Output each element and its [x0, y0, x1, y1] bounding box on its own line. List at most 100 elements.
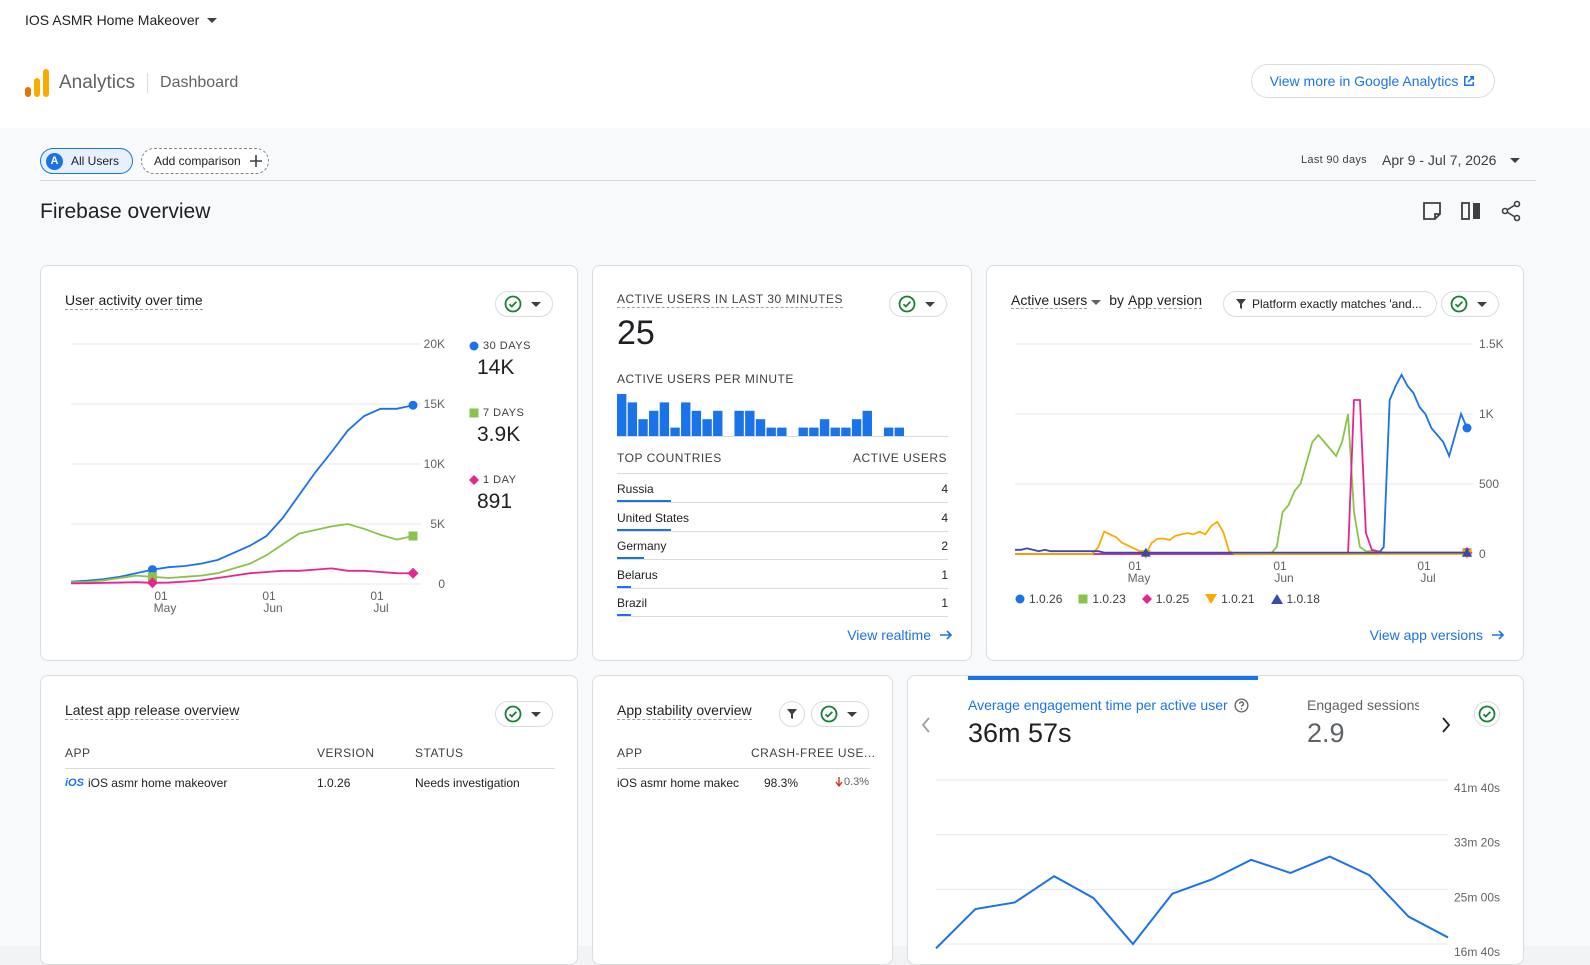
x-tick-label: May	[1128, 571, 1151, 585]
series-end-point	[408, 400, 418, 410]
bar[interactable]	[691, 410, 702, 436]
filter-button[interactable]	[779, 701, 805, 727]
bar[interactable]	[734, 410, 744, 436]
country-row[interactable]: Germany 2	[617, 531, 948, 561]
divider	[617, 473, 948, 474]
bar[interactable]	[862, 410, 872, 436]
bar[interactable]	[702, 419, 712, 436]
data-quality-menu[interactable]	[495, 291, 553, 317]
view-app-versions-link[interactable]: View app versions	[1370, 627, 1505, 643]
series-point	[147, 572, 157, 582]
country-row[interactable]: United States 4	[617, 503, 948, 532]
view-realtime-link[interactable]: View realtime	[847, 627, 953, 643]
bar[interactable]	[798, 427, 808, 436]
country-row[interactable]: Belarus 1	[617, 560, 948, 589]
all-users-chip[interactable]: A All Users	[40, 148, 133, 174]
bar[interactable]	[766, 427, 776, 436]
legend-item-1-0-25: 1.0.25	[1141, 592, 1189, 606]
column-header-status: STATUS	[415, 746, 464, 760]
metric-tab-engaged-sessions[interactable]: Engaged sessions p	[1307, 697, 1419, 713]
bar[interactable]	[627, 402, 638, 436]
bar[interactable]	[851, 419, 862, 436]
data-quality-menu[interactable]	[1441, 291, 1499, 317]
project-selector[interactable]: IOS ASMR Home Makeover	[25, 12, 218, 28]
bar[interactable]	[745, 410, 755, 436]
engagement-chart: 41m 40s 33m 20s 25m 00s 16m 40s	[935, 779, 1500, 959]
compare-view-icon[interactable]	[1460, 200, 1482, 222]
filter-icon	[787, 709, 797, 719]
y-tick-label: 15K	[424, 397, 445, 411]
bar[interactable]	[617, 394, 627, 436]
bar[interactable]	[670, 427, 680, 436]
bar[interactable]	[809, 427, 819, 436]
triangle-up-marker-icon	[1270, 594, 1283, 604]
data-quality-menu[interactable]	[811, 701, 869, 727]
divider	[40, 180, 1536, 181]
series-line	[70, 523, 414, 584]
series-point	[1140, 547, 1151, 557]
country-row[interactable]: Brazil 1	[617, 588, 948, 618]
legend-label: 1.0.18	[1286, 592, 1320, 606]
series-line	[1015, 399, 1467, 555]
date-range-value: Apr 9 - Jul 7, 2026	[1382, 152, 1497, 168]
release-row-app[interactable]: iOS iOS asmr home makeover	[65, 776, 227, 790]
chevron-left-icon[interactable]	[920, 716, 932, 734]
card-title[interactable]: User activity over time	[65, 292, 203, 310]
bar[interactable]	[681, 402, 691, 436]
chevron-down-icon	[925, 301, 935, 307]
filter-chip[interactable]: Platform exactly matches 'and...	[1223, 291, 1437, 317]
legend-label: 1 DAY	[483, 474, 517, 486]
legend-30-days: 30 DAYS 14K	[469, 340, 531, 407]
card-title[interactable]: App stability overview	[617, 702, 752, 720]
chevron-down-icon[interactable]	[1091, 300, 1102, 305]
realtime-card: ACTIVE USERS IN LAST 30 MINUTES 25 ACTIV…	[592, 265, 972, 661]
bar[interactable]	[713, 410, 723, 436]
data-quality-menu[interactable]	[495, 701, 553, 727]
stability-app-name[interactable]: iOS asmr home makec	[617, 776, 740, 790]
arrow-right-icon	[940, 630, 953, 640]
country-row[interactable]: Russia 4	[617, 474, 948, 503]
add-comparison-button[interactable]: Add comparison	[141, 148, 269, 174]
check-circle-icon	[898, 295, 916, 313]
y-tick-label: 0	[438, 577, 445, 591]
app-stability-card: App stability overview APP CRASH-FREE US…	[592, 675, 893, 965]
chevron-right-icon[interactable]	[1440, 716, 1452, 734]
x-tick-label: 01	[1417, 559, 1431, 573]
legend-label: 1.0.23	[1092, 592, 1126, 606]
share-icon[interactable]	[1500, 200, 1522, 222]
metric-tab-engagement-time[interactable]: Average engagement time per active user	[968, 697, 1249, 713]
data-quality-menu[interactable]	[889, 291, 947, 317]
bar[interactable]	[819, 419, 830, 436]
column-header-app: APP	[617, 746, 643, 760]
x-tick-label: Jul	[373, 601, 388, 615]
country-value: 1	[941, 596, 948, 611]
notes-icon[interactable]	[1421, 200, 1443, 222]
bar[interactable]	[659, 402, 670, 436]
page-title: Firebase overview	[40, 200, 211, 223]
series-line	[1015, 372, 1468, 555]
card-title[interactable]: Latest app release overview	[65, 702, 240, 720]
country-name: Germany	[617, 539, 667, 554]
series-line	[70, 404, 414, 583]
bar[interactable]	[649, 410, 659, 436]
bar[interactable]	[755, 419, 766, 436]
bar[interactable]	[883, 427, 894, 436]
y-tick-label: 5K	[430, 517, 445, 531]
metric-selector[interactable]: Active users	[1011, 292, 1088, 309]
date-range-selector[interactable]: Apr 9 - Jul 7, 2026	[1382, 152, 1521, 168]
date-range-label: Last 90 days	[1301, 154, 1367, 166]
column-header-version: VERSION	[317, 746, 375, 760]
card-title[interactable]: ACTIVE USERS IN LAST 30 MINUTES	[617, 292, 843, 308]
bar[interactable]	[841, 427, 851, 436]
country-share-bar	[617, 528, 671, 531]
bar[interactable]	[638, 419, 648, 436]
card-title: Active users by App version	[1011, 292, 1202, 309]
bar[interactable]	[830, 427, 840, 436]
help-icon[interactable]	[1234, 697, 1249, 713]
country-name: United States	[617, 510, 690, 525]
view-in-google-analytics-button[interactable]: View more in Google Analytics	[1251, 64, 1495, 98]
dimension-selector[interactable]: App version	[1128, 292, 1202, 309]
bar[interactable]	[777, 427, 787, 436]
bar[interactable]	[894, 427, 904, 436]
data-quality-button[interactable]	[1474, 701, 1500, 727]
